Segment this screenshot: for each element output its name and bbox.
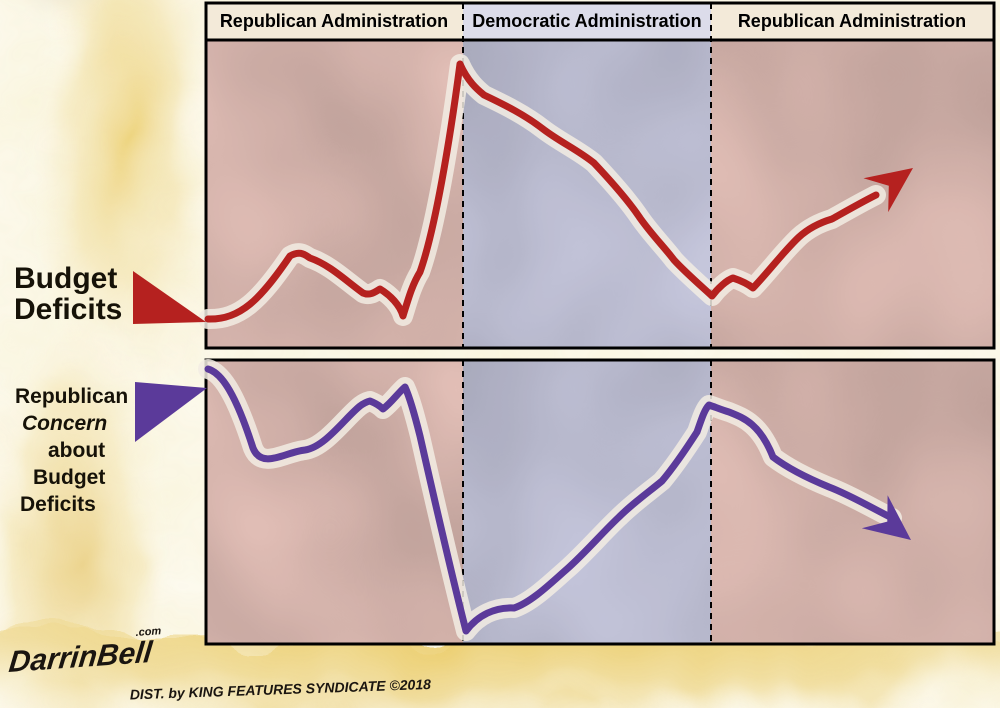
svg-text:Concern: Concern (22, 412, 107, 435)
svg-text:Deficits: Deficits (14, 293, 122, 326)
svg-text:Budget: Budget (33, 466, 105, 489)
svg-text:about: about (48, 439, 105, 462)
svg-text:Republican: Republican (15, 385, 128, 408)
svg-text:Democratic Administration: Democratic Administration (472, 11, 701, 31)
svg-text:.com: .com (135, 625, 162, 639)
svg-text:Republican Administration: Republican Administration (220, 11, 448, 31)
svg-text:Republican Administration: Republican Administration (738, 11, 966, 31)
svg-text:Deficits: Deficits (20, 493, 96, 516)
svg-text:Budget: Budget (14, 262, 117, 295)
